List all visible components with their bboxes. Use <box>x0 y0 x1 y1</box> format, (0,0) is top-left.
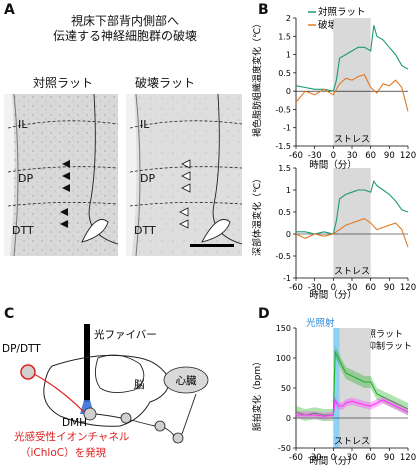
b-bot-series-1-line <box>295 217 409 248</box>
top-ylabel: 褐色脂肪組織温度変化（℃） <box>251 19 263 137</box>
d-xtick-label: 30 <box>347 453 358 463</box>
d-stress-label: ストレス <box>334 437 370 447</box>
dp-dtt-node <box>20 364 36 380</box>
region-dp-lesion: DP <box>140 172 155 185</box>
panel-c-letter: C <box>4 306 15 322</box>
region-il-lesion: IL <box>140 118 150 131</box>
control-micrograph-label: 対照ラット <box>32 76 93 90</box>
d-stress-shade <box>333 328 371 448</box>
legend-control: 対照ラット <box>318 6 366 18</box>
b-top-ytick-label: 0.5 <box>278 69 291 78</box>
b-top-ytick-label: -1.5 <box>275 142 291 151</box>
b-bot-xtick-label: 120 <box>400 283 416 293</box>
b-top-series-1-line <box>295 74 409 112</box>
d-ytick-label: 150 <box>276 324 291 333</box>
dmh-label: DMH <box>62 417 87 429</box>
heart-node <box>163 366 209 394</box>
d-ytick-label: -50 <box>278 444 291 453</box>
d-series-0-band <box>296 346 408 421</box>
fiber-label: 光ファイバー <box>94 328 157 341</box>
b-top-ytick-label: -0.5 <box>275 105 291 114</box>
d-series-1-line <box>296 398 409 417</box>
d-xtick-label: -30 <box>308 453 322 463</box>
d-series-1-band <box>296 396 408 420</box>
d-light-shade <box>333 328 340 448</box>
b-bot-xtick-label: 60 <box>365 283 376 293</box>
lesion-micrograph-label: 破壊ラット <box>134 76 195 90</box>
micrographs: IL DP DTT IL DP DTT <box>4 94 243 256</box>
b-top-ytick-label: 1 <box>286 51 291 60</box>
d-xlabel: 時間（分） <box>309 455 357 466</box>
d-ytick-label: 50 <box>281 384 291 393</box>
bottom-xlabel: 時間（分） <box>309 289 357 300</box>
bottom-ylabel: 深部体温変化（℃） <box>251 174 263 256</box>
channel-label-line2: （iChloC）を発現 <box>20 446 107 459</box>
top-xlabel: 時間（分） <box>309 159 357 171</box>
region-dtt-lesion: DTT <box>134 224 156 237</box>
panel-d-letter: D <box>258 306 270 322</box>
b-bot-ytick-label: 1.5 <box>278 164 291 173</box>
b-top-stress-label: ストレス <box>334 135 370 145</box>
b-bot-xtick-label: 0 <box>331 283 336 293</box>
b-top-xtick-label: 30 <box>347 151 358 161</box>
b-top-xtick-label: 90 <box>384 151 395 161</box>
b-top-stress-shade <box>333 18 371 146</box>
d-ylabel: 脈拍変化（bpm） <box>251 357 263 431</box>
region-il-control: IL <box>18 118 28 131</box>
d-xtick-label: 60 <box>365 453 376 463</box>
b-bot-ytick-label: 0.5 <box>278 208 291 217</box>
legend-d-inhibit: 光抑制ラット <box>358 340 412 352</box>
b-bot-series-0-line <box>296 179 409 235</box>
d-xtick-label: -60 <box>289 453 303 463</box>
b-bot-xtick-label: 30 <box>347 283 358 293</box>
b-bot-stress-label: ストレス <box>334 267 370 277</box>
light-label: 光照射 <box>306 317 335 329</box>
b-top-xtick-label: 60 <box>365 151 376 161</box>
panel-a-title-line2: 伝達する神経細胞群の破壊 <box>52 29 197 43</box>
d-series-0-line <box>295 349 409 416</box>
b-bot-ytick-label: 1 <box>286 186 291 195</box>
rat-outline <box>43 354 171 427</box>
region-dp-control: DP <box>18 172 33 185</box>
brain-outline <box>95 354 145 393</box>
optical-fiber <box>84 324 90 402</box>
b-top-ytick-label: 1.5 <box>278 32 291 41</box>
b-bot-xtick-label: -60 <box>289 283 303 293</box>
panel-a-letter: A <box>4 2 15 18</box>
b-bot-xtick-label: -30 <box>308 283 322 293</box>
b-top-xtick-label: 0 <box>331 151 336 161</box>
d-xtick-label: 120 <box>400 453 416 463</box>
b-bot-ytick-label: -1 <box>283 274 291 283</box>
b-top-ytick-label: 0 <box>286 87 291 96</box>
d-xtick-label: 0 <box>331 453 336 463</box>
b-top-xtick-label: -30 <box>308 151 322 161</box>
scale-bar <box>190 244 234 247</box>
panel-b-charts: 対照ラット 破壊ラット -1.5-1-0.500.511.52-60-30030… <box>251 6 416 300</box>
dp-dtt-label: DP/DTT <box>2 343 41 355</box>
b-top-ytick-label: -1 <box>283 124 291 133</box>
rat-diagram: 光ファイバー 脳 心臓 DP/DTT DMH 光感受性イオンチャネル （iChl… <box>2 324 209 459</box>
panel-a-title-line1: 視床下部背内側部へ <box>70 14 179 28</box>
region-dtt-control: DTT <box>12 224 34 237</box>
b-top-ytick-label: 2 <box>286 14 291 23</box>
d-ytick-label: 0 <box>286 414 291 423</box>
d-xtick-label: 90 <box>384 453 395 463</box>
brain-label: 脳 <box>134 379 145 391</box>
panel-b-letter: B <box>258 2 269 18</box>
b-bot-ytick-label: 0 <box>286 230 291 239</box>
b-bot-ytick-label: -0.5 <box>275 252 291 261</box>
b-top-xtick-label: -60 <box>289 151 303 161</box>
b-top-xtick-label: 120 <box>400 151 416 161</box>
d-ytick-label: 100 <box>276 354 291 363</box>
b-bot-xtick-label: 90 <box>384 283 395 293</box>
panel-a-title: 視床下部背内側部へ 伝達する神経細胞群の破壊 <box>0 14 250 44</box>
heart-label: 心臓 <box>176 375 197 387</box>
channel-label-line1: 光感受性イオンチャネル <box>14 430 129 443</box>
